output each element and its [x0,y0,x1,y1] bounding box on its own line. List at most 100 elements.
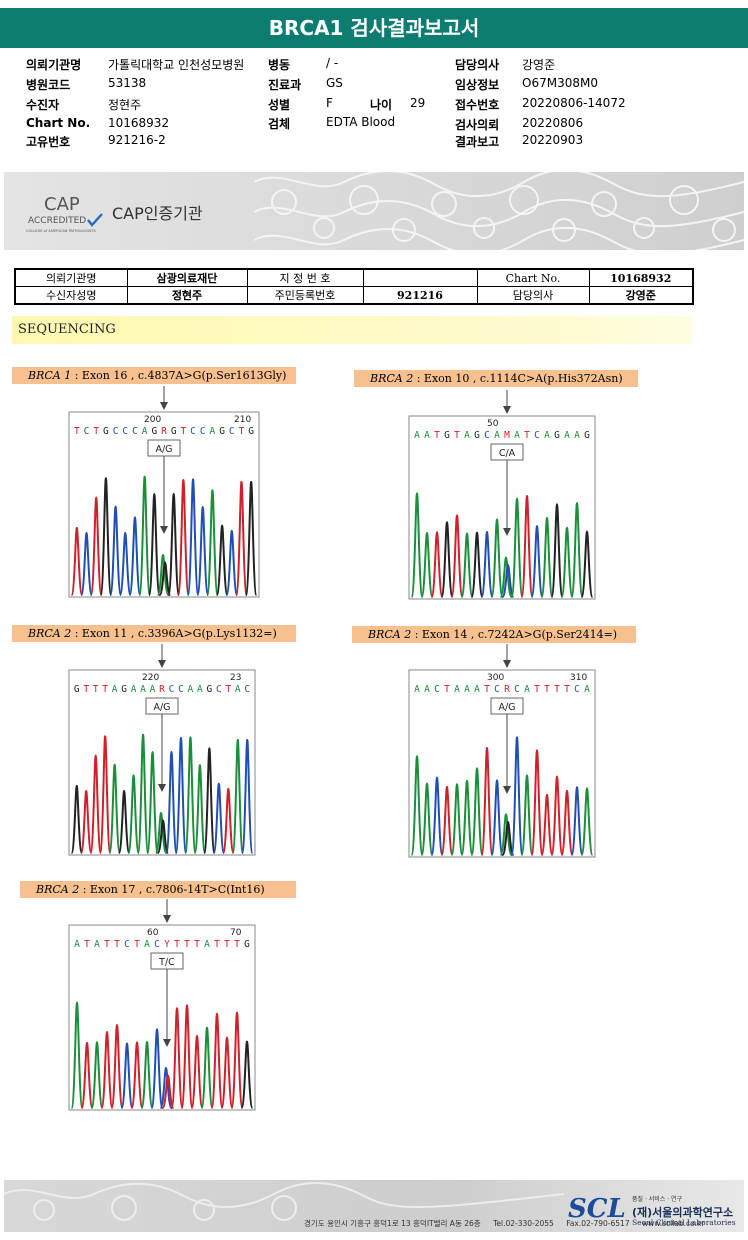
sequence-base: R [161,426,167,437]
sequence-base: A [204,939,210,950]
table-cell: 지 정 번 호 [246,268,364,287]
svg-text:300: 300 [487,673,504,683]
scl-logo: SCL [568,1194,626,1224]
info-label: Chart No. [26,116,91,130]
sequence-base: T [214,939,220,950]
info-label: 의뢰기관명 [26,58,82,72]
mutation-desc: : Exon 10 , c.1114C>A(p.His372Asn) [413,372,623,385]
sequence-base: G [244,939,250,950]
sequence-base: R [504,684,510,695]
info-value: 53138 [108,76,147,90]
sequence-base: A [94,939,100,950]
info-value: 정현주 [108,98,142,112]
sequence-base: C [178,684,184,695]
sequence-base: G [584,430,590,441]
sequence-base: C [132,426,138,437]
base-call-label: A/G [153,702,170,713]
cloud-pattern-icon [254,172,744,250]
mutation-label: BRCA 2 : Exon 14 , c.7242A>G(p.Ser2414=) [352,626,636,643]
svg-text:23: 23 [230,673,241,683]
sequence-base: G [554,430,560,441]
sequence-base: G [74,684,80,695]
info-label: 성별 [268,98,291,112]
info-label: 담당의사 [455,58,500,72]
sequence-base: T [225,684,231,695]
table-cell: 921216 [362,286,478,305]
info-label: 접수번호 [455,98,500,112]
sequence-base: A [414,684,420,695]
table-cell: 의뢰기관명 [14,268,128,287]
chromatogram: 60 70 A T A T T C T A C Y T T T A T T T G T/C [68,899,256,1111]
checkmark-icon [87,213,103,227]
gene-name: BRCA 1 [28,369,72,382]
address-text: 경기도 용인시 기흥구 흥덕1로 13 흥덕IT밸리 A동 26층 [304,1219,481,1228]
svg-text:210: 210 [234,415,251,425]
fax-text: Fax.02-790-6517 [566,1219,630,1228]
sequence-base: T [84,939,90,950]
footer: 경기도 용인시 기흥구 흥덕1로 13 흥덕IT밸리 A동 26층 Tel.02… [4,1180,744,1232]
sequence-base: A [424,684,430,695]
sequence-base: C [154,939,160,950]
mutation-desc: : Exon 14 , c.7242A>G(p.Ser2414=) [411,628,618,641]
cap-logo-text: CAP [44,194,80,215]
sequence-base: M [504,430,510,441]
sequence-base: A [210,426,216,437]
info-label: 진료과 [268,78,302,92]
info-value: 가톨릭대학교 인천성모병원 [108,58,245,72]
web-link[interactable]: www.scllab.co.kr [642,1219,705,1228]
mutation-label: BRCA 2 : Exon 17 , c.7806-14T>C(Int16) [20,881,296,898]
sequence-base: T [564,684,570,695]
sequence-base: T [102,684,108,695]
info-label: 고유번호 [26,135,71,149]
scl-slogan: 품질 · 서비스 · 연구 [632,1196,683,1203]
sequence-base: T [181,426,187,437]
sequence-base: A [544,430,550,441]
sequence-base: A [464,430,470,441]
info-value: 29 [410,96,426,110]
sequence-base: A [197,684,203,695]
chromatogram: 50 A A T G T A G C A M A T C A G A A G C/A [408,390,596,600]
info-label: 병원코드 [26,78,71,92]
sequence-base: C [229,426,235,437]
sequence-base: T [444,684,450,695]
gene-name: BRCA 2 [36,883,80,896]
sequence-base: A [474,684,480,695]
mutation-desc: : Exon 16 , c.4837A>G(p.Ser1613Gly) [71,369,287,382]
base-call-label: C/A [499,448,516,459]
sequence-base: T [114,939,120,950]
sequence-base: T [224,939,230,950]
sequence-base: G [474,430,480,441]
base-call-label: A/G [498,702,515,713]
info-label: 수진자 [26,98,60,112]
info-value: 20220903 [522,133,584,147]
sequence-base: G [207,684,213,695]
sequence-base: T [174,939,180,950]
sequence-base: A [188,684,194,695]
table-cell: 10168932 [588,268,694,287]
sequence-base: C [84,426,90,437]
sequence-base: C [122,426,128,437]
info-value: F [326,96,333,110]
table-cell: 삼광의료재단 [126,268,248,287]
table-cell: 주민등록번호 [246,286,364,305]
table-row: 수신자성명 정현주 주민등록번호 921216 담당의사 강영준 [14,286,694,305]
sequence-base: A [564,430,570,441]
info-label: 병동 [268,58,291,72]
sequence-base: C [514,684,520,695]
sequence-base: C [574,684,580,695]
svg-text:310: 310 [570,673,587,683]
sequence-base: T [74,426,80,437]
sequence-base: C [113,426,119,437]
svg-text:70: 70 [230,928,242,938]
info-value: 20220806 [522,116,584,130]
cap-logo-small: COLLEGE of AMERICAN PATHOLOGISTS [26,229,96,233]
sequence-base: A [494,430,500,441]
sequence-base: T [104,939,110,950]
sequencing-header: SEQUENCING [12,316,692,344]
info-value: 921216-2 [108,133,166,147]
sequence-base: A [464,684,470,695]
info-label: 나이 [370,98,393,112]
sequence-base: T [234,939,240,950]
scl-org-korean: (재)서울의과학연구소 [632,1206,734,1219]
mutation-desc: : Exon 11 , c.3396A>G(p.Lys1132=) [71,627,277,640]
